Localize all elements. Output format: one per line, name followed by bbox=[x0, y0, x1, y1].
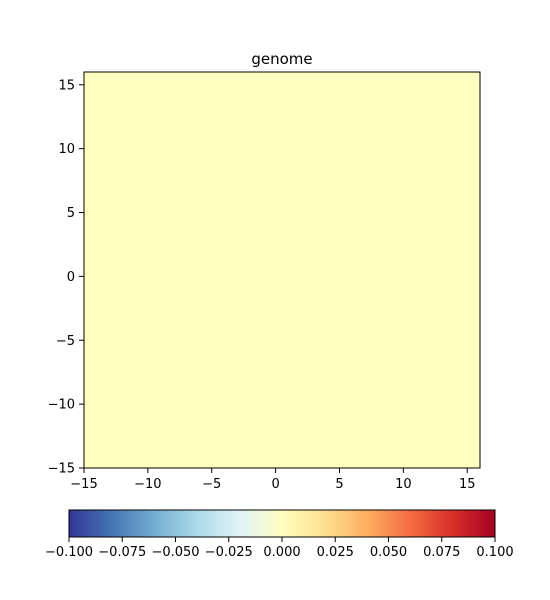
x-axis: −15 −10 −5 0 5 10 15 bbox=[70, 468, 475, 492]
y-tick-label: 5 bbox=[67, 206, 75, 221]
colorbar-tick-label: −0.100 bbox=[45, 545, 93, 560]
x-tick-label: 5 bbox=[335, 477, 343, 492]
heatmap-field bbox=[84, 72, 480, 468]
colorbar-tick-label: 0.100 bbox=[476, 545, 513, 560]
colorbar-axis: −0.100 −0.075 −0.050 −0.025 0.000 0.025 0.050 0… bbox=[45, 537, 514, 560]
x-tick-label: −15 bbox=[70, 477, 97, 492]
colorbar-tick-label: 0.075 bbox=[423, 545, 460, 560]
axes-frame bbox=[83, 71, 481, 469]
colorbar bbox=[68, 509, 496, 538]
colorbar-tick-label: 0.050 bbox=[370, 545, 407, 560]
x-tick-label: −10 bbox=[134, 477, 161, 492]
y-tick-label: 10 bbox=[58, 142, 75, 157]
x-tick-label: −5 bbox=[202, 477, 221, 492]
x-tick-label: 0 bbox=[271, 477, 279, 492]
colorbar-tick-label: −0.075 bbox=[98, 545, 146, 560]
y-axis: −15 −10 −5 0 5 10 15 bbox=[48, 78, 84, 477]
colorbar-tick-label: −0.050 bbox=[151, 545, 199, 560]
y-tick-label: −5 bbox=[56, 334, 75, 349]
y-tick-label: 0 bbox=[67, 270, 75, 285]
x-tick-label: 15 bbox=[459, 477, 476, 492]
y-tick-label: 15 bbox=[58, 78, 75, 93]
colorbar-tick-label: 0.025 bbox=[317, 545, 354, 560]
x-tick-label: 10 bbox=[395, 477, 412, 492]
colorbar-tick-label: −0.025 bbox=[205, 545, 253, 560]
chart-title: genome bbox=[251, 50, 312, 68]
y-tick-label: −10 bbox=[48, 398, 75, 413]
y-tick-label: −15 bbox=[48, 462, 75, 477]
colorbar-tick-label: 0.000 bbox=[263, 545, 300, 560]
